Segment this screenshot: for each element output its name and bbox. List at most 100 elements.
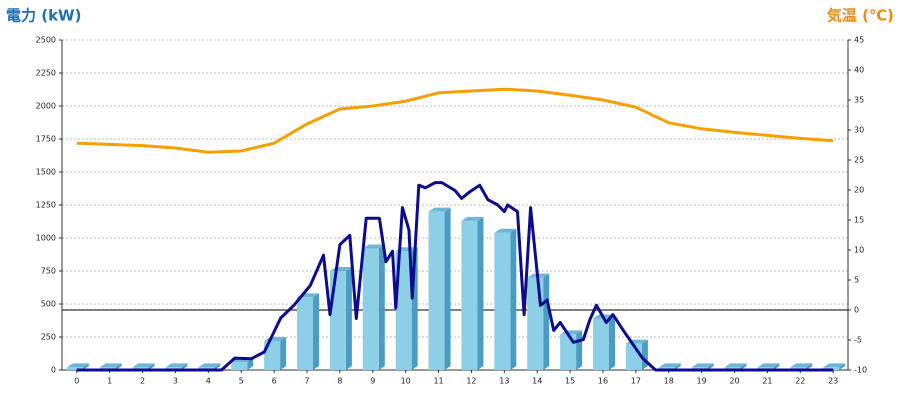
bar	[329, 271, 346, 370]
bar-top	[132, 363, 155, 368]
y-tick-label: 1750	[36, 135, 56, 144]
y-tick-label: 2250	[36, 69, 56, 78]
x-tick-label: 11	[433, 377, 443, 386]
bar-top	[66, 363, 89, 368]
x-tick-label: 2	[140, 377, 145, 386]
bar-top	[362, 244, 385, 249]
x-tick-label: 5	[239, 377, 244, 386]
x-tick-label: 21	[762, 377, 772, 386]
bar-top	[691, 363, 714, 368]
bar-top	[658, 363, 681, 368]
x-tick-label: 4	[206, 377, 211, 386]
bar-top	[461, 216, 484, 221]
bar	[231, 362, 248, 370]
y2-tick-label: 5	[854, 276, 859, 285]
bar-side	[148, 363, 155, 370]
bar-side	[543, 273, 550, 370]
bar-side	[773, 363, 780, 370]
bar-top	[823, 363, 846, 368]
bar	[264, 340, 281, 370]
bar-side	[641, 339, 648, 370]
y2-tick-label: -5	[854, 336, 862, 345]
y2-tick-label: 0	[854, 306, 859, 315]
bar-top	[790, 363, 813, 368]
bar-top	[724, 363, 747, 368]
bar-top	[494, 228, 517, 233]
y2-tick-label: 35	[854, 96, 864, 105]
bar-side	[247, 358, 254, 370]
bar-top	[165, 363, 188, 368]
y-axis-title: 電力 (kW)	[6, 7, 81, 25]
line	[76, 181, 834, 372]
x-tick-label: 1	[107, 377, 112, 386]
x-tick-label: 13	[499, 377, 509, 386]
bar-side	[345, 267, 352, 370]
y2-tick-label: 30	[854, 126, 864, 135]
x-tick-label: 16	[598, 377, 608, 386]
bar-side	[280, 336, 287, 370]
x-tick-label: 14	[532, 377, 542, 386]
bar-side	[674, 363, 681, 370]
y2-tick-label: 25	[854, 156, 864, 165]
bar-side	[576, 330, 583, 370]
y-tick-label: 2000	[36, 102, 56, 111]
bar-top	[198, 363, 221, 368]
bar	[527, 277, 544, 370]
x-tick-label: 6	[272, 377, 277, 386]
bar	[494, 232, 511, 370]
bar-side	[444, 207, 451, 370]
y-tick-label: 1000	[36, 234, 56, 243]
x-tick-label: 8	[337, 377, 342, 386]
bar-side	[214, 363, 221, 370]
x-tick-label: 15	[565, 377, 575, 386]
bar-side	[740, 363, 747, 370]
bar	[428, 211, 445, 370]
bar-side	[477, 216, 484, 370]
bar	[395, 251, 412, 370]
x-tick-label: 18	[664, 377, 674, 386]
bar	[592, 318, 609, 370]
bar	[297, 297, 314, 370]
bar-side	[839, 363, 846, 370]
bar-side	[313, 293, 320, 370]
x-tick-label: 22	[795, 377, 805, 386]
y2-tick-label: 15	[854, 216, 864, 225]
y-tick-label: 2500	[36, 36, 56, 45]
bar-side	[181, 363, 188, 370]
bar-side	[82, 363, 89, 370]
bar	[560, 334, 577, 370]
x-tick-label: 9	[370, 377, 375, 386]
x-tick-label: 0	[74, 377, 79, 386]
bar-side	[510, 228, 517, 370]
x-tick-label: 3	[173, 377, 178, 386]
bar	[362, 248, 379, 370]
bar-top	[428, 207, 451, 212]
y2-tick-label: 20	[854, 186, 864, 195]
x-tick-label: 12	[466, 377, 476, 386]
bar	[461, 220, 478, 370]
y2-axis-title: 気温 (℃)	[827, 7, 894, 25]
bar-side	[806, 363, 813, 370]
bar	[66, 367, 83, 370]
y2-tick-label: 10	[854, 246, 864, 255]
x-tick-label: 17	[631, 377, 641, 386]
y2-tick-label: -10	[854, 366, 867, 375]
x-tick-label: 23	[828, 377, 838, 386]
x-tick-label: 7	[304, 377, 309, 386]
bar-side	[608, 314, 615, 370]
bar-side	[115, 363, 122, 370]
bar-top	[757, 363, 780, 368]
bar-top	[99, 363, 122, 368]
line	[76, 87, 834, 154]
y-tick-label: 750	[41, 267, 56, 276]
bar-side	[707, 363, 714, 370]
y-tick-label: 0	[51, 366, 56, 375]
y-tick-label: 1500	[36, 168, 56, 177]
x-tick-label: 10	[401, 377, 411, 386]
x-tick-label: 19	[697, 377, 707, 386]
y-tick-label: 250	[41, 333, 56, 342]
y-tick-label: 500	[41, 300, 56, 309]
y2-tick-label: 40	[854, 66, 864, 75]
